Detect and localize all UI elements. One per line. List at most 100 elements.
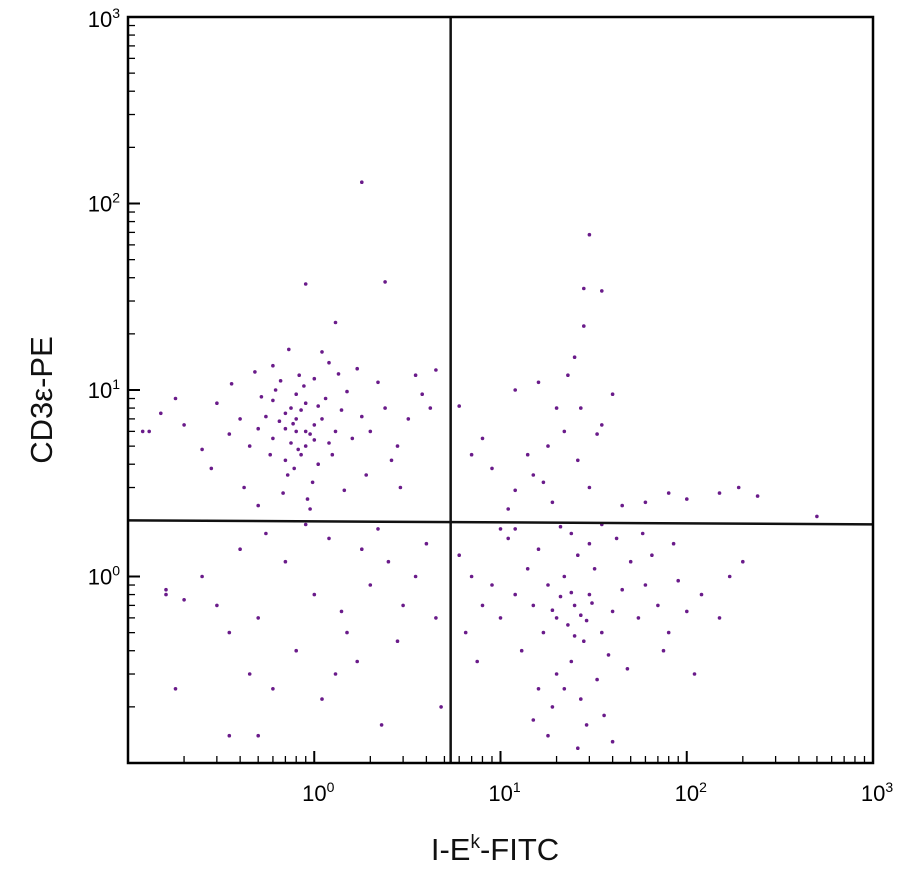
data-point [376, 380, 380, 385]
data-point [323, 396, 328, 401]
data-point [273, 388, 278, 392]
data-point [536, 380, 541, 385]
data-point [316, 462, 321, 467]
y-tick-label: 101 [88, 376, 120, 403]
data-point [554, 672, 559, 676]
data-point [610, 739, 615, 744]
data-point [238, 547, 242, 551]
data-point [379, 723, 384, 727]
data-point [513, 388, 517, 392]
plot-frame [126, 15, 875, 765]
data-point [498, 616, 503, 620]
data-point [386, 559, 391, 564]
data-point [595, 677, 599, 682]
data-point [579, 406, 583, 410]
data-point [541, 630, 546, 635]
data-point [506, 536, 511, 541]
data-point [717, 491, 722, 495]
data-point [569, 531, 574, 536]
data-point [600, 630, 604, 635]
data-point [582, 639, 586, 643]
data-point [299, 408, 303, 412]
data-point [595, 432, 599, 436]
data-point [312, 438, 317, 442]
data-point [303, 401, 308, 406]
data-point [345, 630, 349, 635]
data-point [457, 553, 462, 557]
data-point [566, 373, 570, 378]
data-point [268, 452, 273, 457]
data-point [625, 667, 630, 671]
data-point [584, 618, 589, 623]
data-point [253, 370, 257, 374]
data-point [572, 634, 577, 638]
data-point [312, 423, 317, 427]
x-tick-label: 102 [675, 779, 707, 806]
data-point [173, 396, 178, 401]
y-tick-label: 102 [88, 190, 120, 217]
data-point [531, 603, 536, 608]
data-point [546, 733, 550, 738]
data-point [428, 406, 433, 410]
data-point [327, 360, 331, 365]
data-point [297, 373, 302, 378]
data-point [506, 507, 511, 511]
data-point [294, 429, 299, 434]
data-point [572, 355, 577, 360]
data-point [606, 653, 611, 657]
x-tick-label: 101 [488, 779, 520, 806]
data-point [355, 659, 360, 664]
data-point [640, 531, 645, 536]
data-point [383, 280, 387, 284]
data-point [242, 485, 246, 490]
data-point [355, 366, 360, 371]
data-point [215, 401, 219, 406]
data-point [305, 497, 310, 501]
data-point [587, 232, 592, 237]
data-point [303, 282, 308, 286]
data-point [395, 639, 400, 643]
data-point [620, 503, 624, 508]
data-point [256, 426, 261, 431]
data-point [401, 603, 405, 608]
data-point [413, 574, 418, 579]
data-point [610, 609, 615, 614]
data-point [685, 497, 689, 501]
data-point [413, 373, 418, 378]
data-point [546, 583, 550, 587]
data-point [320, 697, 324, 701]
data-point [303, 522, 308, 527]
data-point [294, 648, 299, 653]
data-point [281, 491, 285, 495]
data-point [310, 480, 315, 485]
data-point [576, 746, 580, 750]
data-point [259, 395, 264, 399]
data-point [628, 559, 633, 564]
data-point [815, 514, 819, 519]
data-point [579, 697, 583, 701]
data-point [439, 705, 443, 709]
data-point [582, 286, 586, 291]
data-point [336, 372, 341, 376]
data-point [424, 541, 429, 546]
data-point [554, 616, 559, 620]
data-point [283, 559, 288, 564]
quadrant-gate-horizontal [127, 519, 874, 526]
data-point [406, 417, 411, 421]
data-point [308, 507, 312, 511]
data-point [469, 452, 474, 457]
data-point [566, 623, 570, 627]
data-point [339, 609, 344, 614]
data-point [536, 687, 541, 691]
data-point [285, 473, 290, 477]
x-axis-title: I-Ek-FITC [431, 832, 559, 867]
data-point [173, 687, 178, 691]
data-point [490, 583, 494, 587]
data-point [376, 527, 380, 531]
data-point [587, 485, 592, 490]
data-point [531, 718, 536, 722]
data-point [519, 648, 524, 653]
data-point [264, 531, 268, 536]
data-point [398, 485, 403, 490]
data-point [546, 444, 550, 448]
